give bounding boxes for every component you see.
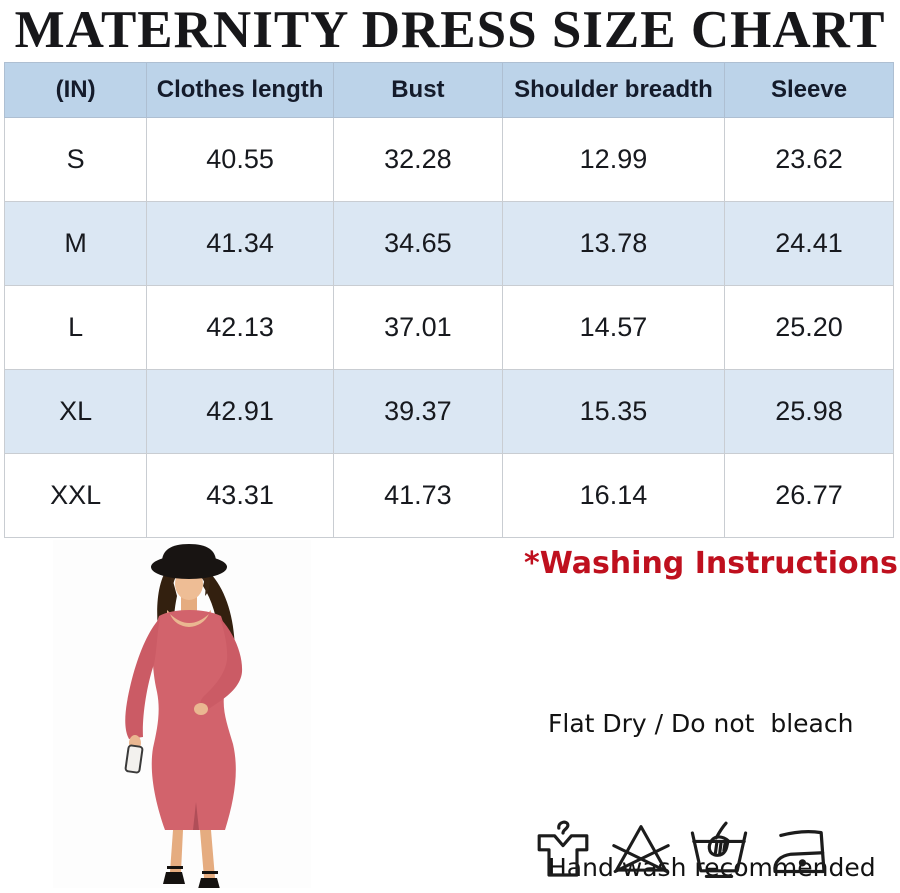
table-row-m: M 41.34 34.65 13.78 24.41 [3, 201, 894, 286]
measurement-cell: 15.35 [501, 369, 726, 454]
measurement-cell: 25.98 [724, 369, 894, 454]
do-not-bleach-icon [612, 825, 670, 874]
size-cell: XXL [3, 453, 148, 538]
bottom-section: *Washing Instructions Flat Dry / Do not … [0, 538, 900, 890]
size-cell: XL [3, 369, 148, 454]
column-header-bust: Bust [332, 62, 503, 118]
measurement-cell: 43.31 [146, 453, 334, 538]
table-row-l: L 42.13 37.01 14.57 25.20 [3, 285, 894, 370]
page-title: MATERNITY DRESS SIZE CHART [14, 1, 886, 59]
measurement-cell: 34.65 [332, 201, 503, 286]
measurement-cell: 25.20 [724, 285, 894, 370]
column-header-sleeve: Sleeve [724, 62, 894, 118]
measurement-cell: 39.37 [332, 369, 503, 454]
measurement-cell: 42.13 [146, 285, 334, 370]
measurement-cell: 41.73 [332, 453, 503, 538]
measurement-cell: 42.91 [146, 369, 334, 454]
measurement-cell: 37.01 [332, 285, 503, 370]
measurement-cell: 24.41 [724, 201, 894, 286]
measurement-cell: 40.55 [146, 117, 334, 202]
washing-instructions-list: Flat Dry / Do not bleach Hand wash recom… [548, 604, 876, 893]
table-header-row: (IN) Clothes length Bust Shoulder breadt… [3, 62, 894, 118]
washing-instructions-title: *Washing Instructions [524, 546, 898, 581]
iron-low-heat-icon [773, 830, 826, 874]
measurement-cell: 41.34 [146, 201, 334, 286]
care-icons-row [528, 811, 839, 883]
measurement-cell: 16.14 [501, 453, 726, 538]
model-illustration [124, 544, 243, 888]
hang-dry-shirt-icon [537, 820, 589, 877]
size-cell: M [3, 201, 148, 286]
table-row-xxl: XXL 43.31 41.73 16.14 26.77 [3, 453, 894, 538]
size-cell: L [3, 285, 148, 370]
column-header-clothes-length: Clothes length [146, 62, 334, 118]
measurement-cell: 23.62 [724, 117, 894, 202]
table-row-s: S 40.55 32.28 12.99 23.62 [3, 117, 894, 202]
washing-item-flat-dry: Flat Dry / Do not bleach [548, 709, 854, 738]
size-chart-table: (IN) Clothes length Bust Shoulder breadt… [3, 62, 894, 538]
column-header-shoulder-breadth: Shoulder breadth [501, 62, 726, 118]
hand-wash-icon [690, 821, 748, 878]
measurement-cell: 13.78 [501, 201, 726, 286]
measurement-cell: 32.28 [332, 117, 503, 202]
column-header-unit: (IN) [3, 62, 148, 118]
size-cell: S [3, 117, 148, 202]
model-photo [53, 540, 311, 888]
measurement-cell: 26.77 [724, 453, 894, 538]
measurement-cell: 12.99 [501, 117, 726, 202]
table-row-xl: XL 42.91 39.37 15.35 25.98 [3, 369, 894, 454]
measurement-cell: 14.57 [501, 285, 726, 370]
